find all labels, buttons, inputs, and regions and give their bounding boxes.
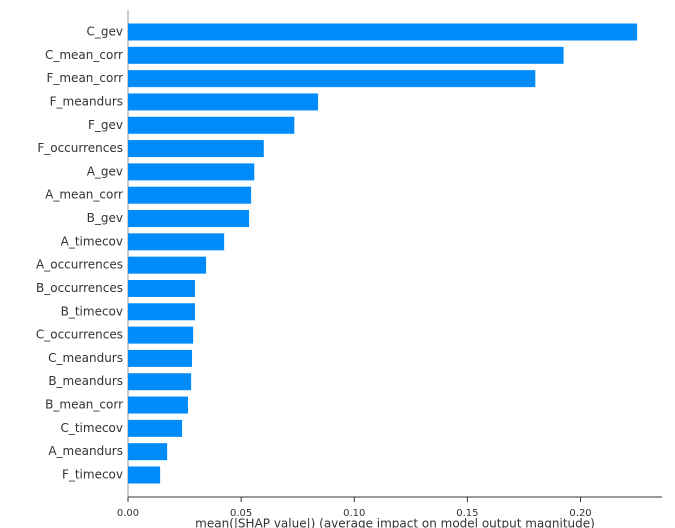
- bar: [128, 46, 564, 64]
- bar: [128, 419, 183, 437]
- y-tick-label: C_mean_corr: [45, 48, 123, 62]
- y-tick-label: A_gev: [87, 164, 123, 178]
- bar: [128, 116, 295, 134]
- bar: [128, 163, 255, 181]
- y-tick-label: F_occurrences: [37, 141, 123, 155]
- bar: [128, 349, 193, 367]
- y-tick-label: F_meandurs: [50, 94, 123, 108]
- y-tick-label: B_mean_corr: [45, 398, 123, 412]
- y-tick-label: F_timecov: [62, 468, 123, 482]
- bar: [128, 373, 192, 391]
- bar: [128, 396, 188, 414]
- bar: [128, 186, 252, 204]
- y-tick-label: C_occurrences: [36, 328, 123, 342]
- bar: [128, 70, 536, 88]
- x-axis-label: mean(|SHAP value|) (average impact on mo…: [195, 517, 595, 528]
- y-tick-label: A_mean_corr: [45, 188, 123, 202]
- bar: [128, 233, 225, 251]
- y-tick-label: C_timecov: [60, 421, 123, 435]
- bar: [128, 140, 264, 158]
- x-tick-label: 0.05: [230, 508, 252, 519]
- bar: [128, 93, 319, 111]
- y-tick-label: B_timecov: [61, 304, 123, 318]
- bar: [128, 443, 168, 461]
- bar: [128, 210, 250, 228]
- bar: [128, 326, 194, 344]
- x-tick-label: 0.15: [456, 508, 478, 519]
- bar: [128, 466, 161, 484]
- y-tick-label: C_meandurs: [48, 351, 123, 365]
- y-tick-label: B_gev: [87, 211, 123, 225]
- y-tick-label: F_gev: [88, 118, 123, 132]
- bar: [128, 256, 207, 274]
- y-tick-label: A_occurrences: [36, 258, 123, 272]
- x-tick-label: 0.20: [569, 508, 591, 519]
- y-tick-label: A_timecov: [61, 234, 123, 248]
- bar: [128, 279, 195, 297]
- x-tick-label: 0.10: [343, 508, 365, 519]
- bar: [128, 23, 638, 41]
- y-tick-label: A_meandurs: [48, 444, 123, 458]
- x-tick-label: 0.00: [117, 508, 139, 519]
- y-tick-label: B_occurrences: [36, 281, 123, 295]
- bar: [128, 303, 195, 321]
- y-tick-label: B_meandurs: [48, 374, 123, 388]
- y-tick-label: C_gev: [87, 25, 123, 39]
- y-tick-label: F_mean_corr: [46, 71, 123, 85]
